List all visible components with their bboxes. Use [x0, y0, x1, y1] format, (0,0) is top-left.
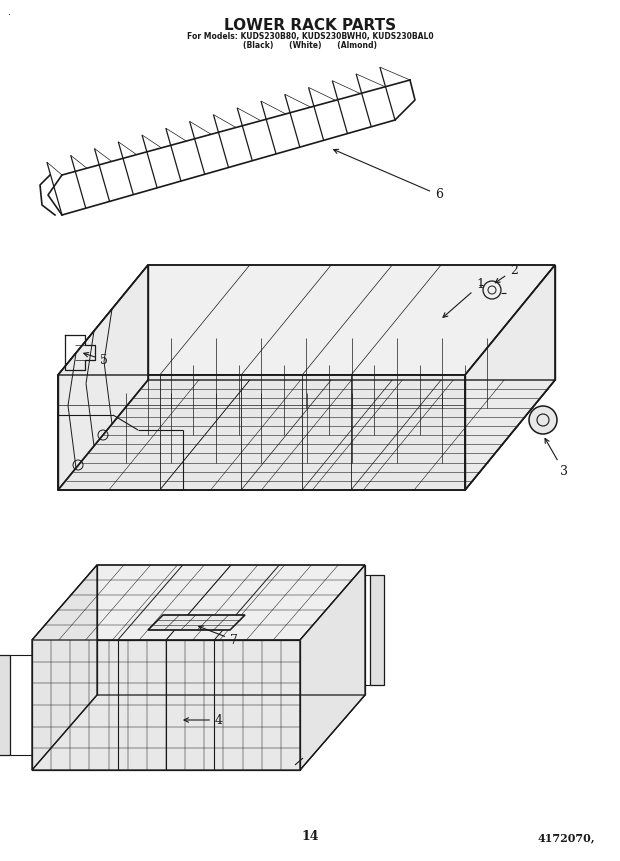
Text: 7: 7	[199, 626, 238, 647]
Polygon shape	[32, 695, 365, 770]
Text: ·: ·	[8, 10, 11, 20]
Text: eReplacementParts.com: eReplacementParts.com	[250, 445, 370, 455]
Polygon shape	[300, 565, 365, 770]
Text: 3: 3	[545, 438, 568, 478]
Text: LOWER RACK PARTS: LOWER RACK PARTS	[224, 18, 396, 33]
Polygon shape	[58, 375, 465, 490]
Text: 1: 1	[443, 278, 484, 318]
Text: 5: 5	[84, 352, 108, 367]
Text: 14: 14	[301, 830, 319, 843]
Text: 4: 4	[184, 714, 223, 727]
Circle shape	[483, 281, 501, 299]
Polygon shape	[58, 380, 555, 490]
Text: 4172070,: 4172070,	[538, 832, 595, 843]
Text: For Models: KUDS230B80, KUDS230BWH0, KUDS230BAL0: For Models: KUDS230B80, KUDS230BWH0, KUD…	[187, 32, 433, 41]
Polygon shape	[58, 265, 148, 490]
Bar	[0, 655, 10, 755]
Polygon shape	[32, 565, 97, 770]
Circle shape	[529, 406, 557, 434]
Text: (Black)      (White)      (Almond): (Black) (White) (Almond)	[243, 41, 377, 50]
Bar	[370, 575, 384, 685]
Text: 6: 6	[334, 149, 443, 201]
Polygon shape	[58, 265, 555, 375]
Polygon shape	[465, 265, 555, 490]
Polygon shape	[32, 640, 300, 770]
Polygon shape	[148, 615, 245, 630]
Text: 2: 2	[495, 263, 518, 282]
Polygon shape	[32, 565, 365, 640]
